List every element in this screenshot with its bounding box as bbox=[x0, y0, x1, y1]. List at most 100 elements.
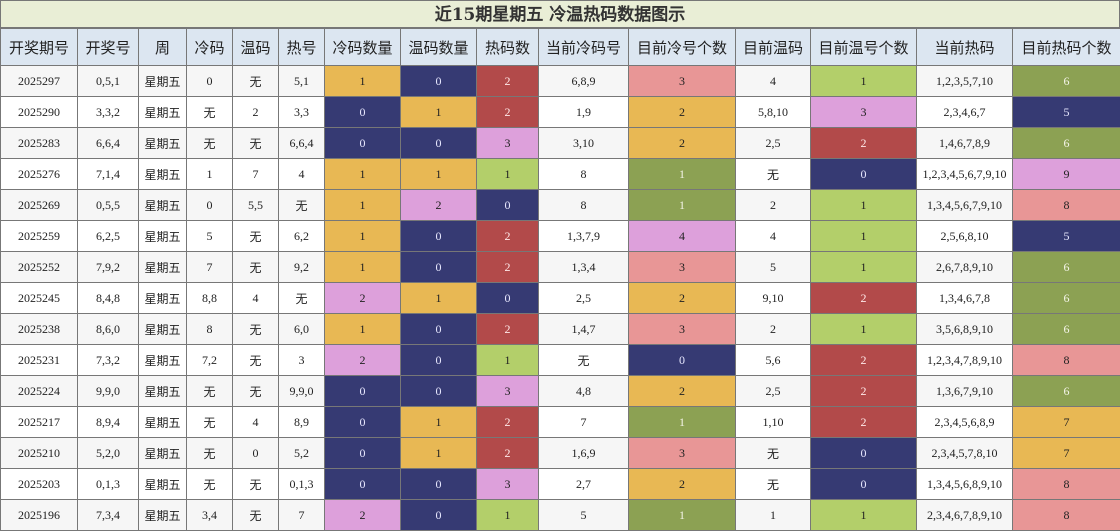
table-cell: 1 bbox=[401, 407, 477, 438]
column-header: 周 bbox=[139, 29, 187, 66]
table-cell: 1 bbox=[325, 252, 401, 283]
table-cell: 6 bbox=[1013, 376, 1120, 407]
table-cell: 星期五 bbox=[139, 66, 187, 97]
table-cell: 无 bbox=[187, 469, 233, 500]
table-cell: 1,2,3,4,7,8,9,10 bbox=[917, 345, 1013, 376]
table-cell: 1 bbox=[811, 190, 917, 221]
table-cell: 星期五 bbox=[139, 376, 187, 407]
table-cell: 2,5 bbox=[736, 376, 811, 407]
table-cell: 2 bbox=[811, 128, 917, 159]
table-cell: 3 bbox=[279, 345, 325, 376]
table-cell: 4 bbox=[233, 407, 279, 438]
table-cell: 无 bbox=[233, 66, 279, 97]
table-cell: 6,8,9 bbox=[539, 66, 629, 97]
table-cell: 9 bbox=[1013, 159, 1120, 190]
table-cell: 1,10 bbox=[736, 407, 811, 438]
table-cell: 0 bbox=[401, 252, 477, 283]
column-header: 目前温码 bbox=[736, 29, 811, 66]
table-cell: 7,2 bbox=[187, 345, 233, 376]
table-cell: 2025269 bbox=[1, 190, 78, 221]
table-cell: 2 bbox=[325, 500, 401, 531]
table-cell: 2 bbox=[629, 376, 736, 407]
table-cell: 2,3,4,5,6,8,9 bbox=[917, 407, 1013, 438]
table-cell: 2,3,4,6,7,8,9,10 bbox=[917, 500, 1013, 531]
table-cell: 0 bbox=[401, 376, 477, 407]
column-header: 目前冷号个数 bbox=[629, 29, 736, 66]
table-cell: 1 bbox=[325, 159, 401, 190]
table-cell: 0 bbox=[629, 345, 736, 376]
table-cell: 7,9,2 bbox=[78, 252, 139, 283]
table-cell: 5,2 bbox=[279, 438, 325, 469]
table-cell: 1 bbox=[629, 407, 736, 438]
table-cell: 1 bbox=[811, 314, 917, 345]
table-cell: 6,6,4 bbox=[279, 128, 325, 159]
table-cell: 1 bbox=[325, 314, 401, 345]
table-cell: 2025210 bbox=[1, 438, 78, 469]
table-cell: 5 bbox=[1013, 97, 1120, 128]
table-cell: 2 bbox=[629, 97, 736, 128]
table-cell: 星期五 bbox=[139, 128, 187, 159]
table-cell: 3,3,2 bbox=[78, 97, 139, 128]
table-cell: 8 bbox=[539, 159, 629, 190]
table-cell: 8 bbox=[1013, 469, 1120, 500]
table-cell: 7,3,4 bbox=[78, 500, 139, 531]
table-cell: 8,4,8 bbox=[78, 283, 139, 314]
table-cell: 1 bbox=[401, 438, 477, 469]
table-cell: 星期五 bbox=[139, 252, 187, 283]
table-cell: 星期五 bbox=[139, 221, 187, 252]
table-cell: 1 bbox=[477, 345, 539, 376]
table-cell: 星期五 bbox=[139, 97, 187, 128]
table-cell: 2,5,6,8,10 bbox=[917, 221, 1013, 252]
table-cell: 0,1,3 bbox=[78, 469, 139, 500]
column-header: 温码 bbox=[233, 29, 279, 66]
column-header: 冷码 bbox=[187, 29, 233, 66]
table-cell: 2025290 bbox=[1, 97, 78, 128]
table-cell: 2025196 bbox=[1, 500, 78, 531]
column-header: 热号 bbox=[279, 29, 325, 66]
table-cell: 1 bbox=[811, 66, 917, 97]
table-cell: 0 bbox=[325, 128, 401, 159]
column-header: 目前热码个数 bbox=[1013, 29, 1120, 66]
table-cell: 0 bbox=[811, 469, 917, 500]
table-cell: 8,6,0 bbox=[78, 314, 139, 345]
table-cell: 星期五 bbox=[139, 407, 187, 438]
table-cell: 无 bbox=[233, 221, 279, 252]
table-cell: 9,2 bbox=[279, 252, 325, 283]
table-cell: 1 bbox=[629, 190, 736, 221]
table-cell: 2,7 bbox=[539, 469, 629, 500]
table-cell: 1 bbox=[325, 190, 401, 221]
table-cell: 8 bbox=[187, 314, 233, 345]
table-cell: 7,1,4 bbox=[78, 159, 139, 190]
table-cell: 3 bbox=[629, 314, 736, 345]
chart-title: 近15期星期五 冷温热码数据图示 bbox=[0, 0, 1120, 28]
table-cell: 5 bbox=[736, 252, 811, 283]
column-header: 当前冷码号 bbox=[539, 29, 629, 66]
table-cell: 无 bbox=[187, 128, 233, 159]
table-cell: 2 bbox=[811, 407, 917, 438]
header-row: 开奖期号开奖号周冷码温码热号冷码数量温码数量热码数当前冷码号目前冷号个数目前温码… bbox=[1, 29, 1120, 66]
table-cell: 3 bbox=[629, 252, 736, 283]
table-cell: 2 bbox=[325, 345, 401, 376]
table-cell: 1 bbox=[477, 500, 539, 531]
table-cell: 1,6,9 bbox=[539, 438, 629, 469]
table-cell: 星期五 bbox=[139, 500, 187, 531]
table-cell: 1 bbox=[187, 159, 233, 190]
table-cell: 无 bbox=[233, 252, 279, 283]
table-cell: 1,2,3,4,5,6,7,9,10 bbox=[917, 159, 1013, 190]
table-cell: 1,3,4 bbox=[539, 252, 629, 283]
table-cell: 2025276 bbox=[1, 159, 78, 190]
table-cell: 9,10 bbox=[736, 283, 811, 314]
table-cell: 3,3 bbox=[279, 97, 325, 128]
table-cell: 1,9 bbox=[539, 97, 629, 128]
table-cell: 8 bbox=[1013, 345, 1120, 376]
table-cell: 7 bbox=[1013, 407, 1120, 438]
table-cell: 2 bbox=[811, 283, 917, 314]
table-cell: 无 bbox=[233, 314, 279, 345]
